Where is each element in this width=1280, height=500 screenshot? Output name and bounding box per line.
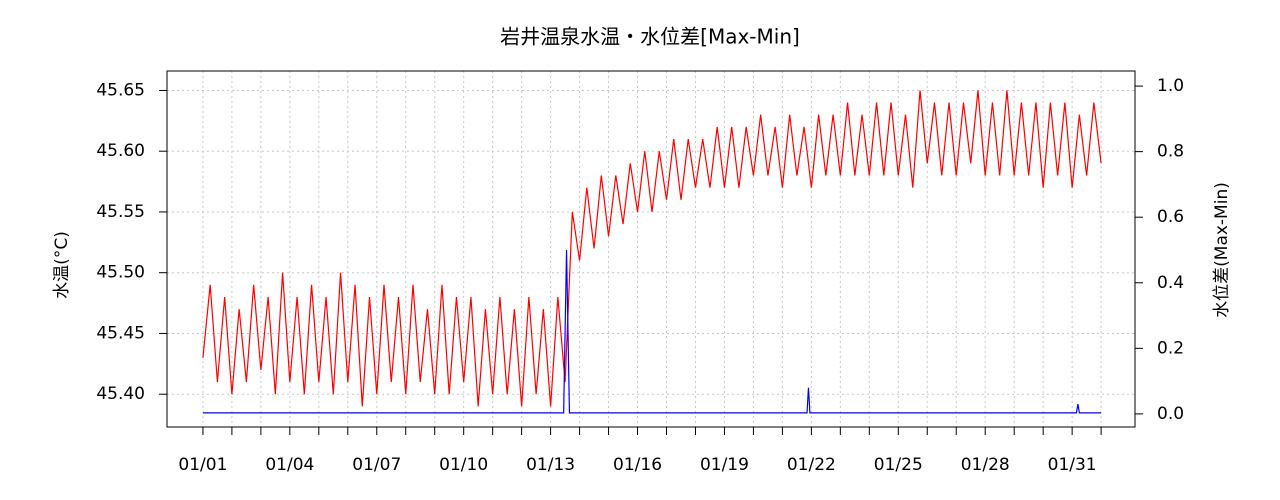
- y2-axis-label: 水位差(Max-Min): [1212, 182, 1232, 318]
- line-series: [202, 90, 1102, 407]
- y2-tick-label: 0.8: [1157, 142, 1184, 162]
- x-tick-label: 01/16: [613, 455, 662, 475]
- y-axis-label: 水温(°C): [52, 231, 72, 299]
- x-tick-label: 01/01: [178, 455, 227, 475]
- y-tick-label: 45.65: [96, 80, 145, 100]
- line-series: [202, 249, 1102, 414]
- x-tick-label: 01/10: [439, 455, 488, 475]
- y-tick-label: 45.45: [96, 323, 145, 343]
- y2-tick-label: 1.0: [1157, 76, 1184, 96]
- y2-tick-label: 0.0: [1157, 404, 1184, 424]
- x-tick-label: 01/25: [874, 455, 923, 475]
- x-tick-label: 01/28: [961, 455, 1010, 475]
- y-tick-label: 45.50: [96, 263, 145, 283]
- x-tick-label: 01/19: [700, 455, 749, 475]
- y-tick-label: 45.55: [96, 202, 145, 222]
- x-tick-label: 01/13: [526, 455, 575, 475]
- x-tick-label: 01/22: [787, 455, 836, 475]
- y2-tick-label: 0.4: [1157, 273, 1184, 293]
- y2-tick-label: 0.2: [1157, 338, 1184, 358]
- chart-title: 岩井温泉水温・水位差[Max-Min]: [500, 25, 800, 49]
- plot-frame: [166, 70, 1136, 428]
- y-tick-label: 45.60: [96, 141, 145, 161]
- y-tick-label: 45.40: [96, 384, 145, 404]
- x-tick-label: 01/31: [1048, 455, 1097, 475]
- y2-tick-label: 0.6: [1157, 207, 1184, 227]
- x-tick-label: 01/04: [265, 455, 314, 475]
- x-tick-label: 01/07: [352, 455, 401, 475]
